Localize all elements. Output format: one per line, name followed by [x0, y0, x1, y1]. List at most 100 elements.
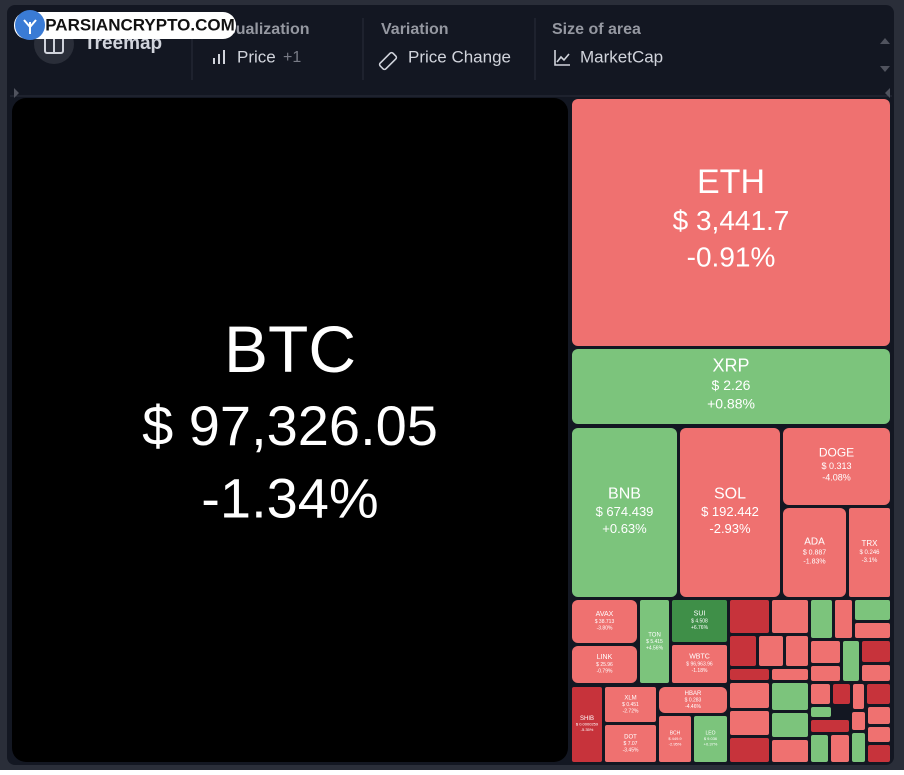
small-tile[interactable]	[868, 745, 890, 762]
small-tile[interactable]	[772, 683, 808, 710]
small-tile[interactable]	[730, 683, 769, 708]
tile-change: +0.63%	[602, 521, 647, 536]
tile[interactable]	[659, 716, 691, 762]
tile[interactable]	[572, 428, 677, 597]
tile-change: -1.34%	[201, 467, 378, 530]
small-tile[interactable]	[730, 738, 769, 762]
tile[interactable]	[572, 349, 890, 424]
group-extra[interactable]: +1	[283, 49, 301, 66]
tile-symbol: BTC	[224, 312, 356, 386]
tile[interactable]	[572, 99, 890, 346]
small-tile[interactable]	[852, 733, 865, 762]
tile[interactable]	[572, 687, 602, 762]
tile-price: $ 38.713	[595, 619, 615, 625]
treemap: BTC $ 97,326.05 -1.34% ETH $ 3,441.7 -0.91% XR…	[12, 98, 890, 762]
tile-price: $ 96,963.96	[686, 661, 713, 667]
tile-price: $ 0.887	[803, 549, 826, 556]
ruler-icon	[378, 51, 398, 71]
small-tile[interactable]	[811, 707, 831, 717]
group-value[interactable]: MarketCap	[580, 47, 663, 66]
tile[interactable]	[605, 725, 656, 762]
tile[interactable]	[572, 600, 637, 643]
small-tile[interactable]	[811, 666, 840, 681]
small-tile[interactable]	[835, 600, 852, 638]
tile[interactable]	[783, 428, 890, 505]
small-tile[interactable]	[811, 641, 840, 663]
small-tile[interactable]	[772, 740, 808, 762]
small-tile[interactable]	[811, 600, 832, 638]
group-label: Visualization	[212, 21, 310, 38]
small-tile[interactable]	[868, 707, 890, 724]
small-tile[interactable]	[786, 636, 808, 666]
tile-price: $ 25.96	[596, 662, 613, 668]
tile-symbol: XLM	[624, 695, 636, 701]
tile[interactable]	[783, 508, 846, 597]
tile-change: -4.08%	[822, 473, 851, 483]
small-tile[interactable]	[867, 684, 890, 704]
small-tile[interactable]	[730, 711, 769, 735]
tile-symbol: BNB	[608, 486, 641, 503]
tile-change: -1.18%	[692, 668, 708, 674]
tile-price: $ 3,441.7	[673, 205, 790, 236]
small-tile[interactable]	[855, 623, 890, 638]
tile-symbol: DOT	[624, 734, 637, 740]
small-tile[interactable]	[843, 641, 859, 681]
small-tile[interactable]	[811, 735, 828, 762]
small-tile[interactable]	[730, 600, 769, 633]
tile-price: $ 4.508	[691, 618, 708, 624]
tile[interactable]	[12, 98, 568, 762]
group-value[interactable]: Price	[237, 47, 276, 66]
tile-price: $ 449.9	[668, 736, 682, 741]
small-tile[interactable]	[852, 712, 865, 730]
tile-change: -0.79%	[597, 668, 613, 674]
group-label: Size of area	[552, 21, 641, 38]
tile-price: $ 7.07	[624, 741, 638, 747]
tile-change: -3.45%	[623, 747, 639, 753]
tile-price: $ 5.415	[646, 639, 663, 645]
small-tile[interactable]	[868, 727, 890, 742]
tile-symbol: TON	[648, 632, 661, 638]
small-tile[interactable]	[833, 684, 850, 704]
tile[interactable]	[640, 600, 669, 683]
tile[interactable]	[572, 646, 637, 683]
tile-change: +4.56%	[646, 645, 664, 651]
small-tile[interactable]	[772, 713, 808, 737]
small-tile[interactable]	[853, 684, 864, 709]
tile[interactable]	[680, 428, 780, 597]
tile-price: $ 0.451	[622, 702, 639, 708]
small-tile[interactable]	[811, 720, 849, 732]
tile[interactable]	[694, 716, 727, 762]
group-label: Variation	[381, 21, 449, 38]
watermark-logo	[23, 19, 37, 34]
tile-symbol: AVAX	[596, 611, 614, 618]
tile-price: $ 97,326.05	[142, 394, 438, 457]
tile-symbol: DOGE	[819, 446, 854, 460]
tile-change: -2.93%	[709, 521, 751, 536]
tile[interactable]	[672, 645, 727, 683]
tile-symbol: SHIB	[580, 716, 594, 722]
tile-symbol: ETH	[697, 163, 765, 201]
tile-symbol: HBAR	[685, 691, 702, 697]
small-tile[interactable]	[862, 641, 890, 662]
small-tile[interactable]	[831, 735, 849, 762]
small-tile[interactable]	[862, 665, 890, 681]
watermark-badge	[14, 12, 236, 39]
tile-symbol: LEO	[705, 731, 715, 737]
small-tile[interactable]	[855, 600, 890, 620]
tile-change: -0.91%	[687, 241, 776, 272]
small-tile[interactable]	[730, 636, 756, 666]
small-tile[interactable]	[730, 669, 769, 680]
tile[interactable]	[672, 600, 727, 642]
tile-change: +0.88%	[707, 395, 755, 411]
small-tile[interactable]	[811, 684, 830, 704]
small-tile[interactable]	[772, 600, 808, 633]
group-value[interactable]: Price Change	[408, 47, 511, 66]
bars-icon	[213, 50, 225, 64]
tile[interactable]	[849, 508, 890, 597]
tile-change: -1.83%	[803, 558, 825, 565]
small-tile[interactable]	[772, 669, 808, 680]
tile[interactable]	[605, 687, 656, 722]
tile[interactable]	[659, 687, 727, 713]
small-tile[interactable]	[759, 636, 783, 666]
